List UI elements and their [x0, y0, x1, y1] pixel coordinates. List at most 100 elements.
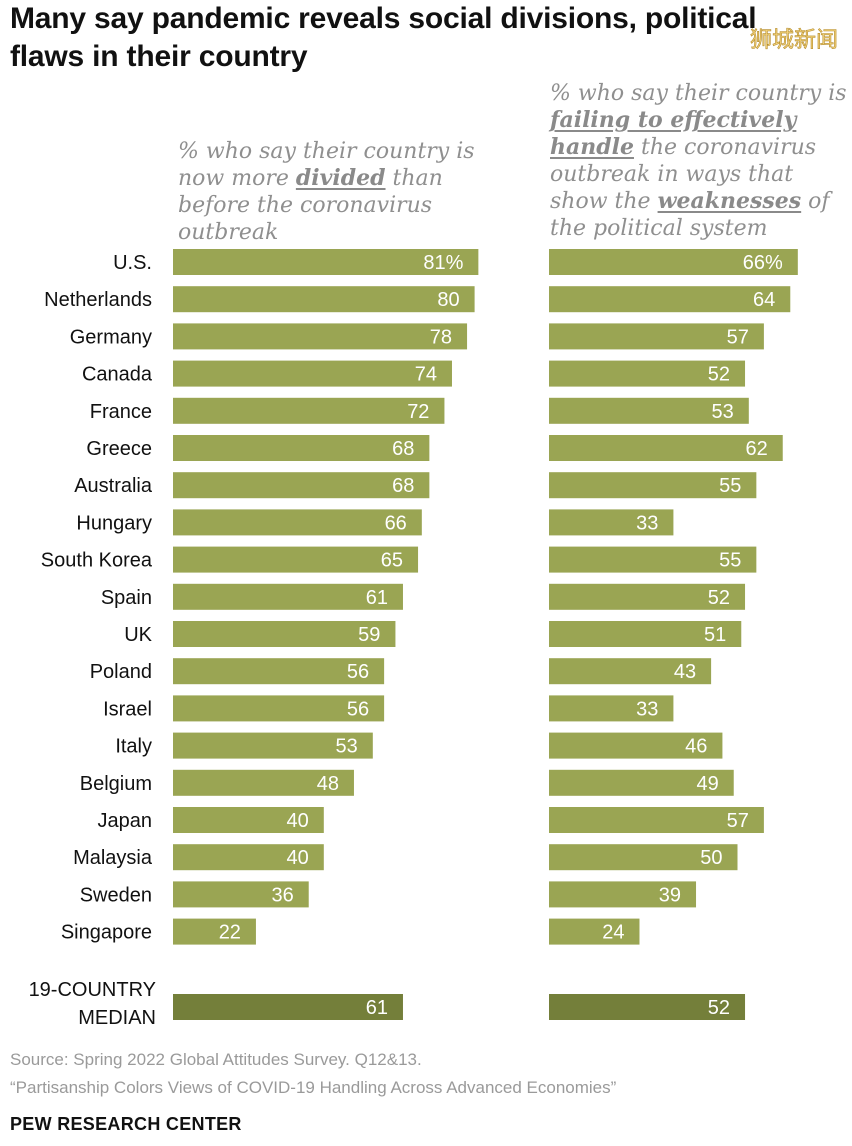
bar-value-label: 50 [700, 847, 722, 869]
bar-failing [549, 918, 640, 945]
left-subtitle-emphasis: divided [295, 165, 386, 191]
bar-failing [549, 360, 746, 387]
bar-divided [173, 844, 324, 871]
bar-value-label: 66 [385, 512, 407, 534]
bar-divided [173, 435, 430, 461]
bar-value-label: 51 [704, 624, 726, 646]
left-subtitle-post: than before the coronavirus outbreak [178, 166, 443, 245]
bar-failing [549, 546, 757, 573]
median-label-line2: MEDIAN [78, 1007, 156, 1029]
watermark-logo: 狮城新闻 [749, 28, 839, 54]
bar-divided [173, 732, 373, 759]
bar-failing [549, 658, 712, 685]
bar-failing [549, 807, 764, 833]
bar-failing [549, 881, 697, 908]
bar-divided [173, 397, 445, 424]
bar-divided [173, 360, 452, 387]
bar-value-label: 59 [358, 624, 380, 646]
bar-value-label: 68 [392, 438, 414, 460]
bar-value-label: 33 [636, 698, 658, 720]
bar-divided [173, 769, 354, 796]
bar-value-label: 55 [719, 550, 741, 572]
bar-value-label: 52 [708, 364, 730, 386]
category-label: Belgium [80, 773, 152, 795]
category-label: Italy [115, 736, 152, 758]
category-label: South Korea [41, 550, 153, 572]
category-label: Spain [101, 587, 152, 609]
bar-failing [549, 695, 674, 722]
bar-value-label: 61 [366, 587, 388, 609]
right-panel-subtitle: % who say their country is failing to ef… [550, 80, 850, 242]
bar-failing [549, 509, 674, 536]
bar-value-label: 39 [659, 884, 681, 906]
bar-failing [549, 249, 798, 275]
median-bar-failing [549, 994, 746, 1020]
median-label-line1: 19-COUNTRY [29, 979, 156, 1001]
category-label: Japan [98, 810, 153, 832]
bar-value-label: 72 [407, 401, 429, 423]
bar-value-label: 53 [336, 736, 358, 758]
bar-value-label: 48 [317, 773, 339, 795]
bar-value-label: 57 [727, 326, 749, 348]
bar-divided [173, 286, 475, 313]
category-label: Hungary [76, 512, 152, 534]
left-subtitle-pre: % who say their country is now more [178, 139, 475, 191]
bar-failing [549, 844, 738, 871]
bar-value-label: 52 [708, 587, 730, 609]
bar-value-label: 55 [719, 475, 741, 497]
bar-failing [549, 732, 723, 759]
category-label: UK [124, 624, 152, 646]
category-label: Sweden [80, 884, 152, 906]
bar-value-label: 49 [696, 773, 718, 795]
bar-failing [549, 769, 734, 796]
bar-divided [173, 881, 309, 908]
bar-value-label: 22 [219, 922, 241, 944]
category-label: Poland [90, 661, 152, 683]
left-panel-subtitle: % who say their country is now more divi… [178, 138, 498, 246]
right-subtitle-post: of the political system [550, 189, 830, 241]
bar-value-label: 65 [381, 550, 403, 572]
bar-value-label: 62 [745, 438, 767, 460]
bar-divided [173, 509, 422, 536]
bar-divided [173, 621, 396, 647]
bar-value-label: 64 [753, 289, 775, 311]
source-note: Source: Spring 2022 Global Attitudes Sur… [10, 1050, 422, 1069]
right-subtitle-emphasis-2: weaknesses [657, 188, 802, 214]
category-label: Canada [82, 364, 153, 386]
bar-value-label: 66% [743, 252, 783, 274]
category-label: France [90, 401, 152, 423]
category-label: Malaysia [73, 847, 153, 869]
bar-divided [173, 323, 468, 350]
bar-value-label: 68 [392, 475, 414, 497]
bar-value-label: 56 [347, 698, 369, 720]
right-subtitle-mid: the coronavirus outbreak in ways that sh… [550, 135, 817, 214]
pew-logo: PEW RESEARCH CENTER [10, 1114, 242, 1134]
category-label: Germany [70, 326, 152, 348]
category-label: Netherlands [44, 289, 152, 311]
bar-divided [173, 249, 479, 275]
bar-value-label: 43 [674, 661, 696, 683]
bar-value-label: 57 [727, 810, 749, 832]
category-label: Singapore [61, 922, 152, 944]
bar-value-label: 40 [287, 810, 309, 832]
median-bar-divided [173, 994, 403, 1020]
bar-value-label: 40 [287, 847, 309, 869]
bar-value-label: 33 [636, 512, 658, 534]
bar-value-label: 78 [430, 326, 452, 348]
bar-value-label: 56 [347, 661, 369, 683]
bar-failing [549, 472, 757, 499]
bar-failing [549, 397, 749, 424]
bar-value-label: 36 [271, 884, 293, 906]
bar-value-label: 53 [712, 401, 734, 423]
bar-failing [549, 286, 791, 313]
bar-failing [549, 323, 764, 350]
bar-divided [173, 472, 430, 499]
bar-value-label: 46 [685, 736, 707, 758]
bar-failing [549, 583, 746, 610]
bar-divided [173, 695, 385, 722]
bar-value-label: 74 [415, 364, 437, 386]
bar-divided [173, 583, 403, 610]
source-report-title: “Partisanship Colors Views of COVID-19 H… [10, 1078, 617, 1097]
bar-failing [549, 621, 742, 647]
